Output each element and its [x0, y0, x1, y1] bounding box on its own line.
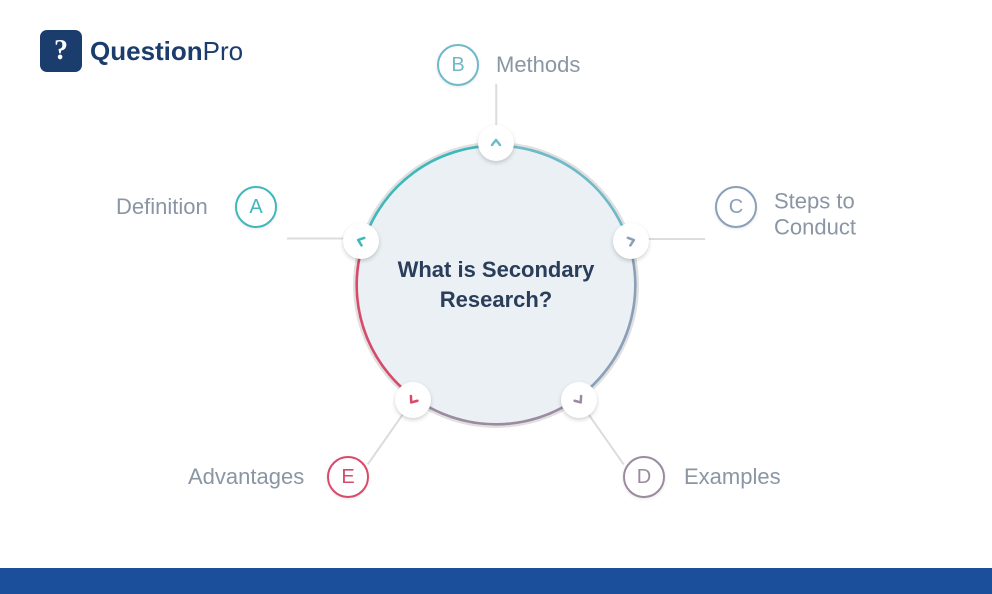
badge-a: A [235, 186, 277, 228]
connector-c [641, 238, 705, 240]
badge-d: D [623, 456, 665, 498]
arrow-button-a [343, 223, 379, 259]
arrow-button-e [395, 382, 431, 418]
logo: ? QuestionPro [40, 30, 243, 72]
center-title: What is Secondary Research? [396, 255, 596, 314]
chevron-icon [572, 393, 586, 407]
label-c: Steps to Conduct [774, 189, 884, 242]
label-a: Definition [116, 194, 208, 220]
chevron-icon [489, 136, 503, 150]
label-b: Methods [496, 52, 580, 78]
arrow-button-d [561, 382, 597, 418]
logo-text: QuestionPro [90, 36, 243, 67]
logo-icon: ? [40, 30, 82, 72]
badge-c: C [715, 186, 757, 228]
circular-diagram: What is Secondary Research? ADefinition … [496, 285, 497, 286]
center-circle: What is Secondary Research? [358, 147, 634, 423]
chevron-icon [624, 234, 638, 248]
badge-b: B [437, 44, 479, 86]
connector-a [287, 238, 351, 240]
logo-text-light: Pro [203, 36, 243, 66]
label-d: Examples [684, 464, 781, 490]
badge-e: E [327, 456, 369, 498]
arrow-button-c [613, 223, 649, 259]
footer-bar [0, 568, 992, 594]
chevron-icon [406, 393, 420, 407]
chevron-icon [354, 234, 368, 248]
label-e: Advantages [188, 464, 304, 490]
arrow-button-b [478, 125, 514, 161]
logo-text-bold: Question [90, 36, 203, 66]
